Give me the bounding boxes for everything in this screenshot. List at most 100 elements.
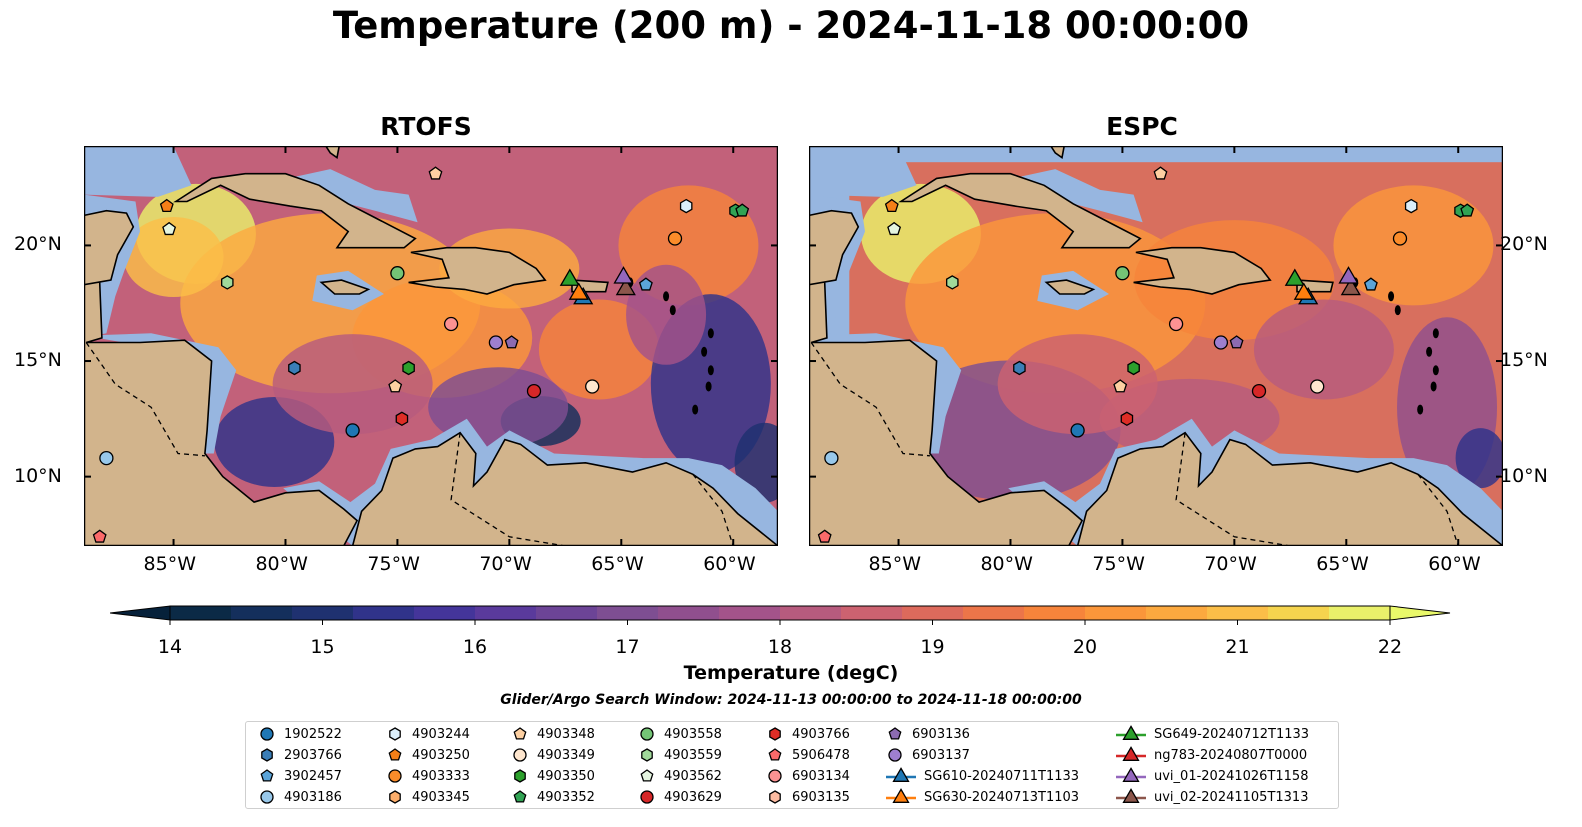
- glider-marker: [568, 282, 589, 300]
- colorbar: [110, 605, 1451, 625]
- legend-marker-icon: [1116, 788, 1146, 803]
- colorbar-segment: [780, 606, 842, 620]
- land-jamaica: [319, 279, 371, 295]
- legend-label: 6903137: [912, 747, 970, 763]
- legend-label: 4903345: [412, 789, 470, 805]
- land-southam: [1076, 431, 1503, 546]
- legend-item: 4903345: [386, 787, 470, 807]
- float-marker: [817, 529, 832, 543]
- legend-marker-icon: [1116, 746, 1146, 761]
- float-marker: [221, 275, 234, 290]
- legend-label: 4903348: [537, 726, 595, 742]
- float-marker: [390, 266, 405, 281]
- legend-label: SG649-20240712T1133: [1154, 726, 1310, 742]
- legend-label: 6903134: [792, 768, 850, 784]
- land-andros: [1049, 146, 1066, 159]
- float-marker: [395, 411, 409, 427]
- y-tick-label-left: 15°N: [14, 349, 62, 372]
- float-marker: [1153, 166, 1168, 180]
- legend-marker-icon: [640, 790, 654, 804]
- x-tick-label-left: 70°W: [479, 553, 532, 575]
- legend-label: 4903350: [537, 768, 595, 784]
- legend-item: ng783-20240807T0000: [1116, 745, 1307, 765]
- colorbar-segment: [1207, 606, 1269, 620]
- float-marker: [162, 221, 177, 236]
- colorbar-segment: [1024, 606, 1086, 620]
- legend-item: 4903186: [258, 787, 342, 807]
- legend-label: 3902457: [284, 768, 342, 784]
- glider-marker: [559, 268, 580, 286]
- legend-marker-icon: [389, 727, 401, 741]
- colorbar-segment: [658, 606, 720, 620]
- main-title: Temperature (200 m) - 2024-11-18 00:00:0…: [332, 4, 1250, 47]
- land-southam: [351, 431, 778, 546]
- legend-marker-icon: [768, 748, 782, 761]
- legend-label: ng783-20240807T0000: [1154, 747, 1308, 763]
- colorbar-segment: [1085, 606, 1147, 620]
- land-yucatan: [809, 209, 860, 286]
- glider-marker: [1340, 277, 1361, 296]
- float-marker: [526, 383, 542, 399]
- float-marker: [1120, 411, 1134, 427]
- legend: 1902522 2903766 3902457 4903186 4903244 49032…: [245, 721, 1339, 809]
- colorbar-label: Temperature (degC): [683, 662, 899, 684]
- land-hispaniola: [408, 246, 547, 295]
- legend-item: SG630-20240713T1103: [886, 787, 1079, 807]
- legend-label: 4903349: [537, 747, 595, 763]
- float-marker: [1229, 335, 1244, 349]
- colorbar-segment: [1268, 606, 1330, 620]
- legend-marker-icon: [261, 748, 273, 762]
- colorbar-segment: [597, 606, 659, 620]
- legend-marker-icon: [640, 727, 654, 741]
- float-marker: [1113, 379, 1128, 393]
- legend-label: 4903766: [792, 726, 850, 742]
- colorbar-segment: [841, 606, 903, 620]
- x-tick-label-left: 60°W: [703, 553, 756, 575]
- float-marker: [1392, 231, 1408, 246]
- land-cuba: [898, 172, 1142, 249]
- legend-label: 4903333: [412, 768, 470, 784]
- legend-item: uvi_02-20241105T1313: [1116, 787, 1308, 807]
- colorbar-tick-label: 18: [767, 636, 793, 658]
- float-marker: [99, 450, 114, 466]
- colorbar-segment: [231, 606, 293, 620]
- legend-label: uvi_02-20241105T1313: [1154, 789, 1309, 805]
- colorbar-segment: [292, 606, 354, 620]
- legend-marker-icon: [260, 727, 274, 741]
- panel-title-espc: ESPC: [1106, 112, 1178, 141]
- legend-marker-icon: [886, 788, 916, 803]
- float-marker: [1404, 198, 1418, 214]
- x-tick-label-left: 75°W: [367, 553, 420, 575]
- legend-label: 6903135: [792, 789, 850, 805]
- legend-marker-icon: [769, 727, 781, 741]
- legend-marker-icon: [260, 769, 274, 782]
- float-marker: [388, 379, 403, 393]
- float-marker: [428, 166, 443, 180]
- legend-label: 4903250: [412, 747, 470, 763]
- legend-item: 6903136: [886, 724, 970, 744]
- colorbar-tick-label: 16: [462, 636, 488, 658]
- colorbar-segment: [353, 606, 415, 620]
- legend-item: SG649-20240712T1133: [1116, 724, 1309, 744]
- map-espc: [809, 146, 1503, 546]
- legend-item: 4903333: [386, 766, 470, 786]
- float-marker: [887, 221, 902, 236]
- float-marker: [946, 275, 959, 290]
- land-central: [84, 276, 359, 546]
- glider-marker: [1284, 268, 1305, 286]
- colorbar-tick-label: 19: [920, 636, 945, 658]
- legend-item: 4903559: [638, 745, 722, 765]
- float-marker: [1115, 266, 1130, 281]
- legend-item: 6903137: [886, 745, 970, 765]
- x-tick-label-right: 60°W: [1428, 553, 1481, 575]
- legend-marker-icon: [514, 769, 526, 783]
- legend-label: SG630-20240713T1103: [924, 789, 1080, 805]
- x-tick-label-right: 75°W: [1092, 553, 1145, 575]
- float-marker: [679, 198, 693, 214]
- colorbar-segment: [475, 606, 537, 620]
- legend-marker-icon: [888, 748, 902, 762]
- y-tick-label-right: 20°N: [1500, 233, 1548, 256]
- legend-label: 5906478: [792, 747, 850, 763]
- legend-label: 4903562: [664, 768, 722, 784]
- legend-label: uvi_01-20241026T1158: [1154, 768, 1309, 784]
